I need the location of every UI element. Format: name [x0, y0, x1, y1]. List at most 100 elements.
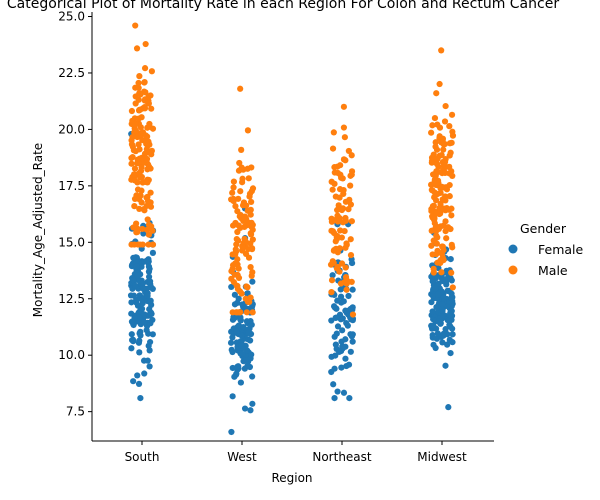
- data-point-female: [435, 318, 442, 325]
- data-point-male: [428, 129, 435, 136]
- data-point-female: [149, 249, 157, 256]
- data-point-male: [135, 141, 142, 148]
- data-point-male: [338, 206, 346, 214]
- data-point-male: [232, 246, 239, 253]
- data-point-female: [133, 296, 140, 303]
- data-point-male: [143, 155, 151, 163]
- data-point-male: [128, 160, 135, 167]
- data-point-male: [448, 111, 456, 118]
- data-point-male: [448, 269, 455, 276]
- data-point-female: [139, 280, 146, 287]
- data-point-female: [128, 318, 136, 325]
- data-point-male: [238, 164, 245, 171]
- data-point-female: [348, 259, 356, 267]
- data-point-male: [433, 210, 440, 217]
- data-point-female: [429, 308, 436, 315]
- data-point-female: [248, 321, 255, 328]
- data-point-female: [347, 348, 354, 355]
- data-points: [127, 22, 457, 436]
- legend-label-female: Female: [538, 242, 584, 257]
- data-point-female: [144, 357, 151, 364]
- data-point-male: [135, 79, 142, 87]
- data-point-female: [433, 303, 440, 311]
- data-point-female: [439, 301, 446, 308]
- data-point-male: [437, 258, 444, 265]
- legend-title: Gender: [520, 221, 567, 236]
- legend: Gender Female Male: [508, 221, 584, 278]
- data-point-female: [346, 395, 353, 402]
- data-point-female: [140, 311, 148, 318]
- data-point-female: [132, 282, 139, 289]
- data-point-female: [445, 404, 452, 411]
- data-point-male: [139, 225, 146, 233]
- data-point-male: [234, 271, 241, 279]
- data-point-male: [129, 143, 136, 150]
- data-point-male: [446, 193, 453, 200]
- data-point-male: [439, 243, 446, 250]
- data-point-male: [248, 219, 255, 226]
- data-point-female: [231, 373, 238, 380]
- data-point-male: [432, 143, 439, 150]
- data-point-female: [238, 340, 245, 347]
- data-point-male: [340, 124, 348, 131]
- data-point-male: [249, 236, 256, 243]
- data-point-female: [146, 347, 153, 354]
- data-point-male: [335, 202, 342, 209]
- data-point-male: [429, 251, 436, 258]
- data-point-male: [328, 289, 335, 296]
- data-point-female: [234, 363, 241, 370]
- data-point-male: [348, 152, 355, 159]
- data-point-male: [446, 181, 453, 189]
- data-point-male: [442, 102, 449, 110]
- data-point-female: [440, 330, 447, 337]
- data-point-female: [328, 368, 335, 376]
- data-point-female: [134, 372, 141, 379]
- data-point-male: [240, 217, 247, 224]
- data-point-male: [137, 124, 144, 131]
- data-point-male: [434, 191, 441, 198]
- data-point-female: [128, 263, 136, 270]
- data-point-male: [132, 127, 139, 134]
- data-point-female: [344, 322, 351, 329]
- data-point-male: [342, 264, 349, 271]
- data-point-male: [428, 159, 435, 166]
- chart-title: Categorical Plot of Mortality Rate in ea…: [7, 0, 559, 12]
- data-point-male: [138, 187, 145, 194]
- y-axis-ticks: 7.5 10.0 12.5 15.0 17.5 20.0 22.5 25.0: [58, 10, 92, 419]
- data-point-female: [127, 292, 135, 299]
- data-point-female: [333, 330, 340, 337]
- data-point-male: [141, 105, 149, 112]
- data-point-male: [329, 145, 337, 152]
- data-point-male: [338, 234, 345, 241]
- data-point-male: [144, 124, 151, 131]
- data-point-female: [144, 292, 151, 299]
- data-point-male: [328, 277, 336, 284]
- data-point-female: [429, 292, 437, 299]
- data-point-male: [232, 219, 239, 227]
- data-point-male: [348, 171, 355, 178]
- data-point-male: [248, 188, 255, 195]
- data-point-male: [429, 122, 436, 129]
- data-point-female: [136, 337, 143, 344]
- data-point-female: [239, 350, 246, 358]
- data-point-female: [130, 378, 137, 385]
- data-point-male: [347, 236, 354, 243]
- data-point-male: [436, 133, 443, 140]
- data-point-female: [448, 307, 455, 315]
- data-point-male: [141, 78, 148, 86]
- data-point-female: [128, 310, 135, 317]
- data-point-female: [342, 336, 349, 343]
- data-point-male: [428, 242, 435, 249]
- data-point-female: [233, 328, 240, 335]
- data-point-male: [147, 189, 154, 196]
- data-point-male: [147, 92, 154, 99]
- data-point-male: [342, 217, 349, 224]
- data-point-male: [338, 260, 346, 267]
- data-point-male: [133, 220, 140, 227]
- data-point-male: [330, 129, 337, 136]
- data-point-male: [333, 236, 340, 243]
- data-point-male: [245, 246, 252, 253]
- data-point-female: [137, 295, 145, 302]
- data-point-male: [134, 179, 141, 186]
